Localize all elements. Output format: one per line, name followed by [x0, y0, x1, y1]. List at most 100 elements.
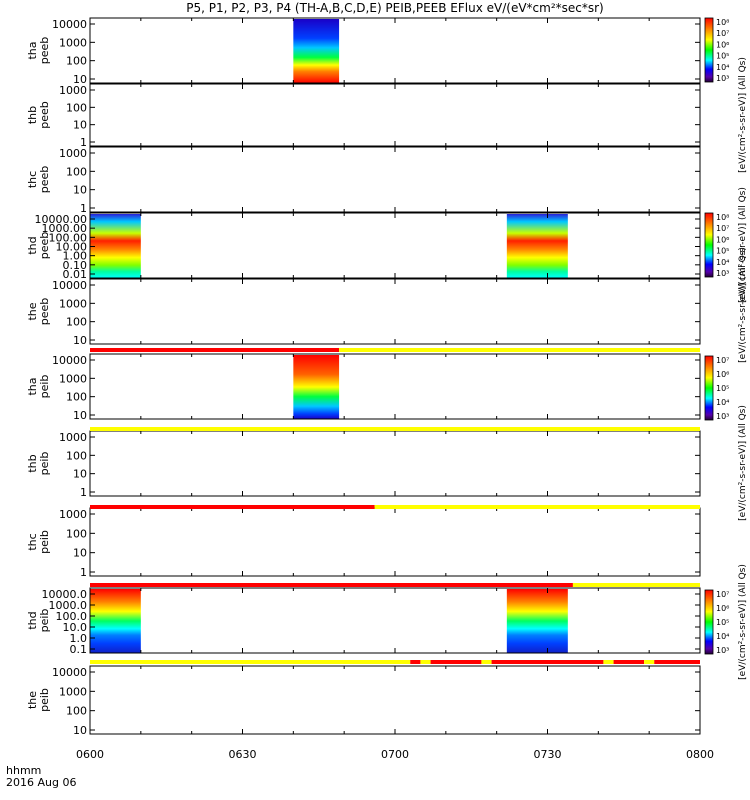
status-bar-segment [420, 660, 431, 664]
the_peib-ytick-label: 100 [66, 705, 87, 718]
thc_peib-ytick-label: 1 [80, 566, 87, 579]
thc_peib-ytick-label: 1000 [59, 508, 87, 521]
thd_peeb-data-span-1 [506, 214, 568, 278]
tha_peib-colorbar-tick: 10³ [716, 412, 729, 421]
thd_peeb-colorbar-tick: 10⁶ [716, 235, 729, 244]
thd_peib-data-span-1 [506, 589, 568, 653]
status-bar-segment [90, 660, 411, 664]
status-bar-segment [90, 348, 340, 352]
the_peeb-ylabel: the [26, 302, 39, 320]
thd_peeb-ylabel: thd [26, 236, 39, 254]
thc_peib-panel-frame [89, 507, 701, 577]
tha_peeb-colorbar-tick: 10⁶ [716, 40, 729, 49]
thd_peib-colorbar-tick: 10⁵ [716, 618, 729, 627]
thd_peeb-colorbar-tick: 10⁵ [716, 247, 729, 256]
thb_peib-ylabel: thb [26, 454, 39, 472]
tha_peeb-ylabel: peeb [38, 37, 51, 65]
tha_peib-ytick-label: 100 [66, 391, 87, 404]
thd_peib-colorbar [704, 589, 714, 655]
thd_peeb-data-span-0 [90, 214, 141, 278]
status-bar-segment [90, 505, 375, 509]
thd_peeb-colorbar-tick: 10⁷ [716, 224, 729, 233]
the_peib-ylabel: peib [38, 688, 51, 712]
thc_peeb-ytick-label: 100 [66, 165, 87, 178]
status-bar-segment [654, 660, 700, 664]
thc_peeb-ytick-label: 1000 [59, 147, 87, 160]
the_peeb-ytick-label: 100 [66, 316, 87, 329]
time-axis-label: hhmm [6, 764, 42, 777]
status-bar-segment [644, 660, 655, 664]
status-bar-segment [374, 505, 700, 509]
status-bar-segment [339, 348, 700, 352]
thd_peib-ytick-label: 10000.0 [42, 588, 88, 601]
tha_peib-colorbar-tick: 10⁴ [716, 398, 729, 407]
thd_peeb-colorbar [704, 212, 714, 278]
tha_peib-colorbar-tick: 10⁷ [716, 356, 729, 365]
thb_peib-ytick-label: 1000 [59, 431, 87, 444]
colorbar-units-label: [eV/(cm²-s-sr-eV)] (All Qs) [738, 405, 748, 521]
thd_peib-ytick-label: 0.1 [70, 643, 88, 656]
tha_peeb-panel-frame [89, 17, 701, 84]
thd_peeb-ytick-label: 1000.00 [42, 222, 88, 235]
thc_peib-ytick-label: 100 [66, 527, 87, 540]
tha_peeb-colorbar [704, 17, 714, 83]
tha_peib-data-span-0 [293, 355, 340, 419]
the_peeb-ytick-label: 10000 [52, 279, 87, 292]
thd_peib-ytick-label: 1.0 [70, 632, 88, 645]
thd_peib-data-span-0 [90, 589, 141, 653]
thd_peib-panel-frame [89, 587, 701, 654]
thd_peib-colorbar-tick: 10⁶ [716, 604, 729, 613]
tha_peib-colorbar [704, 355, 714, 421]
tha_peeb-ytick-label: 100 [66, 55, 87, 68]
thb_peib-ytick-label: 1 [80, 486, 87, 499]
thd_peeb-ytick-label: 0.10 [63, 259, 88, 272]
thd_peib-colorbar-tick: 10⁷ [716, 590, 729, 599]
tha_peib-colorbar-tick: 10⁶ [716, 370, 729, 379]
thd_peib-ytick-label: 1000.0 [49, 599, 88, 612]
status-bar-segment [613, 660, 645, 664]
thb_peeb-ytick-label: 1 [80, 136, 87, 149]
thc_peeb-ytick-label: 1 [80, 202, 87, 215]
thc_peeb-ylabel: peeb [38, 166, 51, 194]
thd_peib-ylabel: peib [38, 609, 51, 633]
xtick-label: 0600 [76, 748, 104, 761]
the_peib-ytick-label: 1000 [59, 685, 87, 698]
thb_peeb-ytick-label: 10 [73, 119, 87, 132]
tha_peeb-colorbar-tick: 10⁴ [716, 63, 729, 72]
the_peeb-panel-frame [89, 278, 701, 345]
status-bar-segment [90, 583, 573, 587]
tha_peeb-colorbar-tick: 10⁵ [716, 52, 729, 61]
thc_peeb-ytick-label: 10 [73, 184, 87, 197]
tha_peib-ylabel: tha [26, 377, 39, 395]
thb_peeb-ytick-label: 1000 [59, 84, 87, 97]
status-bar-segment [430, 660, 482, 664]
thc_peeb-panel-frame [89, 146, 701, 213]
thb_peeb-ylabel: peeb [38, 101, 51, 129]
colorbar-units-label: [eV/(cm²-s-sr-eV)] (All Qs) [738, 187, 748, 303]
status-bar-segment [603, 660, 614, 664]
thb_peib-panel-frame [89, 430, 701, 497]
the_peib-ytick-label: 10 [73, 724, 87, 737]
thb_peeb-ytick-label: 100 [66, 101, 87, 114]
colorbar-units-label: [eV/(cm²-s-sr-eV)] (All Qs) [738, 57, 748, 173]
thd_peeb-ylabel: peeb [38, 232, 51, 260]
thb_peib-ylabel: peib [38, 452, 51, 476]
thd_peib-ylabel: thd [26, 611, 39, 629]
thb_peib-ytick-label: 100 [66, 449, 87, 462]
status-bar-segment [491, 660, 604, 664]
tha_peeb-ytick-label: 10000 [52, 18, 87, 31]
xtick-label: 0700 [381, 748, 409, 761]
the_peeb-ylabel: peeb [38, 298, 51, 326]
tha_peeb-ylabel: tha [26, 41, 39, 59]
thd_peeb-ytick-label: 10.00 [56, 241, 88, 254]
tha_peib-ytick-label: 10000 [52, 354, 87, 367]
xtick-label: 0730 [534, 748, 562, 761]
thd_peib-colorbar-tick: 10³ [716, 646, 729, 655]
tha_peib-panel-frame [89, 353, 701, 420]
the_peeb-ytick-label: 10 [73, 334, 87, 347]
status-bar-segment [90, 427, 700, 431]
the_peib-ytick-label: 10000 [52, 666, 87, 679]
tha_peib-ytick-label: 1000 [59, 372, 87, 385]
thd_peeb-ytick-label: 1.00 [63, 250, 88, 263]
